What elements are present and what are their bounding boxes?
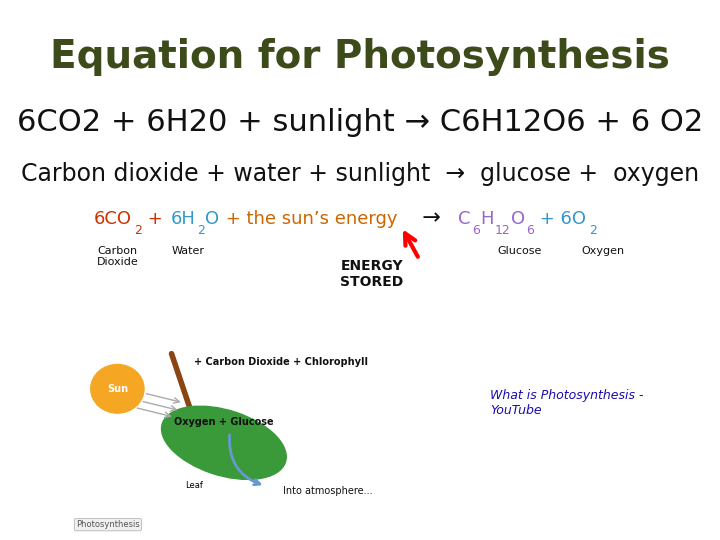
FancyArrowPatch shape [405, 233, 418, 256]
Text: Carbon
Dioxide: Carbon Dioxide [96, 246, 138, 267]
Ellipse shape [161, 406, 287, 480]
Text: O: O [511, 210, 525, 228]
Text: Oxygen + Glucose: Oxygen + Glucose [174, 416, 274, 427]
Text: What is Photosynthesis -
YouTube: What is Photosynthesis - YouTube [490, 389, 644, 417]
Text: 2: 2 [590, 224, 598, 237]
Text: 6: 6 [472, 224, 480, 237]
Text: Oxygen: Oxygen [581, 246, 624, 256]
Text: Leaf: Leaf [185, 482, 203, 490]
Text: + the sun’s energy: + the sun’s energy [220, 210, 397, 228]
Text: H: H [480, 210, 493, 228]
Text: 6H: 6H [171, 210, 195, 228]
Text: + 6O: + 6O [534, 210, 586, 228]
Text: 6: 6 [526, 224, 534, 237]
Text: ENERGY
STORED: ENERGY STORED [341, 259, 403, 289]
Text: Sun: Sun [107, 384, 128, 394]
Text: 2: 2 [134, 224, 142, 237]
Text: Glucose: Glucose [498, 246, 542, 256]
Text: + Carbon Dioxide + Chlorophyll: + Carbon Dioxide + Chlorophyll [194, 357, 369, 367]
Text: C: C [459, 210, 471, 228]
Text: +: + [143, 210, 169, 228]
Text: →: → [408, 208, 456, 228]
Text: 2: 2 [197, 224, 204, 237]
Text: Water: Water [172, 246, 205, 256]
Text: Equation for Photosynthesis: Equation for Photosynthesis [50, 38, 670, 76]
Text: Photosynthesis: Photosynthesis [76, 520, 140, 529]
FancyArrowPatch shape [171, 354, 194, 418]
Text: 6CO2 + 6H20 + sunlight → C6H12O6 + 6 O2: 6CO2 + 6H20 + sunlight → C6H12O6 + 6 O2 [17, 108, 703, 137]
Text: 12: 12 [495, 224, 510, 237]
Text: O: O [205, 210, 220, 228]
Text: 6CO: 6CO [94, 210, 132, 228]
Text: Into atmosphere...: Into atmosphere... [283, 487, 373, 496]
Text: Carbon dioxide + water + sunlight  →  glucose +  oxygen: Carbon dioxide + water + sunlight → gluc… [21, 162, 699, 186]
Circle shape [91, 364, 144, 413]
